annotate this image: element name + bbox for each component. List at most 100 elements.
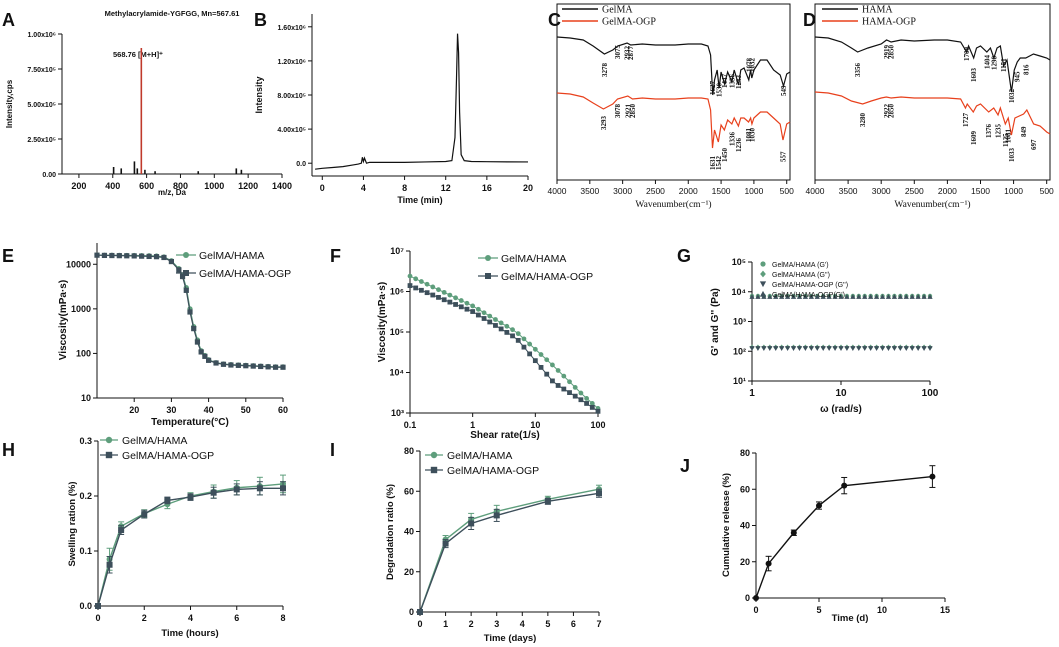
data-point: [820, 346, 826, 352]
legend-label: GelMA/HAMA-OGP: [199, 268, 291, 280]
series-line: [409, 285, 599, 412]
plot-frame: [556, 3, 791, 181]
data-point: [493, 512, 500, 519]
data-point: [407, 283, 413, 288]
data-point: [765, 560, 772, 567]
y-tick-label: 10⁷: [390, 246, 404, 256]
x-tick-label: 400: [105, 181, 120, 191]
data-point: [816, 502, 822, 509]
data-point: [929, 473, 936, 480]
legend-marker: [760, 270, 766, 278]
x-tick-label: 15: [940, 605, 950, 615]
data-point: [493, 323, 498, 328]
peak-label: 2919: [883, 45, 891, 60]
x-tick-label: 2000: [938, 186, 957, 196]
x-tick-label: 100: [590, 420, 605, 430]
peak-label: 1336: [728, 132, 736, 147]
x-tick-label: 2: [469, 619, 474, 629]
data-point: [753, 595, 759, 601]
y-tick-label: 20: [740, 557, 750, 567]
y-tick-label: 10³: [733, 317, 746, 327]
y-tick-label: 0: [745, 593, 750, 603]
data-point: [921, 294, 927, 299]
panel-i: 0 1 2 3 4 5 6 7 0 20 40 60 80 GelMA/HAMA GelMA/HAMA-OG…: [385, 446, 602, 644]
x-tick-label: 100: [922, 388, 939, 399]
panel-f: 0.1 1 10 100 10³ 10⁴ 10⁵ 10⁶ 10⁷ GelMA/HAMA GelMA/…: [377, 246, 606, 441]
y-tick-label: 2.50x10⁵: [27, 137, 56, 144]
data-point: [838, 294, 844, 299]
peak-label: 1298: [990, 56, 998, 71]
y-tick-label: 1.20x10⁶: [277, 59, 306, 66]
data-point: [510, 327, 515, 333]
y-tick-label: 0.0: [296, 161, 306, 168]
peak-label: 1032: [748, 58, 756, 73]
x-tick-label: 10: [530, 420, 540, 430]
peak-label: 1033: [1008, 148, 1016, 163]
y-tick-label: 10⁶: [390, 287, 404, 297]
peak-label: 1603: [970, 68, 978, 83]
x-axis-label: m/z, Da: [158, 188, 187, 197]
data-point: [538, 365, 544, 370]
x-tick-label: 0: [417, 619, 422, 629]
x-tick-label: 4: [520, 619, 525, 629]
data-point: [417, 609, 423, 615]
x-tick-label: 6: [234, 613, 239, 623]
data-point: [755, 346, 761, 352]
y-tick-label: 0.1: [79, 546, 92, 556]
data-point: [161, 254, 167, 261]
peak-label: 1233: [735, 75, 743, 90]
data-point: [873, 294, 880, 299]
y-tick-label: 60: [740, 484, 750, 494]
x-tick-label: 20: [129, 405, 139, 415]
x-tick-label: 0: [753, 605, 758, 615]
x-tick-label: 0: [95, 613, 100, 623]
panel-letter: D: [803, 10, 816, 30]
panel-h: 0 2 4 6 8 0.0 0.1 0.2 0.3 GelMA/HAMA GelMA/HAMA-OG…: [67, 435, 286, 639]
data-point: [527, 351, 533, 357]
y-tick-label: 5.00x10⁵: [27, 102, 56, 109]
x-tick-label: 40: [204, 405, 214, 415]
y-tick-label: 0: [409, 607, 414, 617]
peak-label: 1709: [963, 47, 971, 62]
peak-label: 1727: [962, 113, 970, 128]
data-point: [475, 306, 481, 312]
peak-label: 1447: [721, 74, 729, 89]
legend-label: HAMA-OGP: [862, 17, 916, 28]
data-point: [413, 285, 419, 291]
x-axis-label: Wavenumber(cm⁻¹): [635, 199, 711, 210]
data-point: [909, 294, 915, 299]
data-point: [475, 312, 481, 318]
data-point: [131, 253, 137, 259]
data-point: [116, 253, 122, 259]
panel-a: 200 400 600 800 1000 1200 1400 0.00 2.50x10⁵ 5.00…: [5, 9, 292, 197]
x-tick-label: 1000: [1004, 186, 1023, 196]
data-point: [164, 497, 171, 504]
peak-label: 1235: [995, 124, 1003, 139]
data-point: [814, 346, 820, 352]
data-point: [862, 346, 868, 352]
data-point: [773, 294, 779, 299]
data-point: [235, 362, 241, 368]
data-point: [808, 294, 814, 299]
data-point: [897, 294, 903, 299]
data-point: [767, 346, 773, 352]
y-tick-label: 60: [404, 486, 414, 496]
data-point: [510, 333, 515, 339]
data-point: [436, 287, 441, 293]
peak-label: 549: [780, 85, 788, 96]
legend-marker: [485, 255, 491, 261]
data-point: [927, 346, 933, 352]
data-point: [832, 346, 838, 352]
data-point: [897, 346, 903, 352]
data-point: [532, 358, 538, 364]
data-point: [124, 253, 130, 259]
data-point: [228, 362, 234, 368]
panel-g: 1 10 100 10¹ 10² 10³ 10⁴ 10⁵ GelMA/HAMA (G') GelM…: [710, 257, 939, 415]
data-point: [258, 363, 264, 370]
legend-marker: [430, 466, 438, 474]
y-tick-label: 4.00x10⁵: [277, 127, 306, 134]
series-line: [755, 475, 933, 599]
data-point: [521, 336, 527, 342]
x-tick-label: 1500: [971, 186, 990, 196]
